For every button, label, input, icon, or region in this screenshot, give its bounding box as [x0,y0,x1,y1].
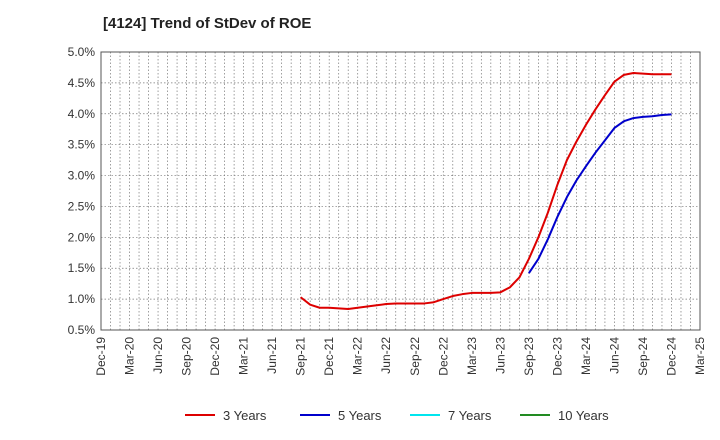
series-line-3-years [300,72,672,310]
legend-label: 3 Years [223,408,267,423]
plot-border [100,51,701,331]
plot-background [101,52,700,330]
y-tick-label: 2.5% [68,199,96,213]
y-tick-label: 4.5% [68,76,96,90]
x-tick-label: Sep-21 [294,337,308,376]
x-tick-label: Mar-20 [123,337,137,375]
y-tick-label: 0.5% [68,323,96,337]
plot-area: 0.5% 1.0% 1.5% 2.0% 2.5% 3.0% 3.5% 4.0% 4.5% 5.0%… [68,45,707,376]
y-tick-label: 1.5% [68,261,96,275]
x-tick-label: Jun-24 [607,337,621,374]
x-tick-label: Jun-21 [265,337,279,374]
x-tick-label: Mar-24 [579,337,593,375]
y-tick-label: 3.0% [68,169,96,183]
x-tick-label: Dec-24 [664,337,678,376]
x-tick-label: Dec-19 [94,337,108,376]
x-tick-label: Mar-21 [237,337,251,375]
y-tick-label: 2.0% [68,230,96,244]
x-tick-label: Mar-23 [465,337,479,375]
y-tick-label: 4.0% [68,107,96,121]
series-line-5-years [528,113,672,274]
x-tick-label: Jun-22 [379,337,393,374]
legend: 3 Years 5 Years 7 Years 10 Years [185,408,609,423]
y-tick-label: 5.0% [68,45,96,59]
x-tick-label: Sep-22 [408,337,422,376]
x-tick-label: Jun-23 [493,337,507,374]
x-tick-label: Sep-20 [180,337,194,376]
x-tick-label: Sep-23 [522,337,536,376]
x-tick-label: Mar-25 [693,337,707,375]
x-tick-label: Dec-22 [436,337,450,376]
x-tick-label: Mar-22 [351,337,365,375]
legend-label: 10 Years [558,408,609,423]
x-tick-label: Dec-21 [322,337,336,376]
x-tick-label: Jun-20 [151,337,165,374]
legend-label: 5 Years [338,408,382,423]
x-tick-label: Dec-23 [550,337,564,376]
x-tick-label: Dec-20 [208,337,222,376]
chart-title: [4124] Trend of StDev of ROE [103,15,311,32]
y-tick-label: 1.0% [68,292,96,306]
y-tick-label: 3.5% [68,138,96,152]
x-tick-label: Sep-24 [636,337,650,376]
legend-label: 7 Years [448,408,492,423]
